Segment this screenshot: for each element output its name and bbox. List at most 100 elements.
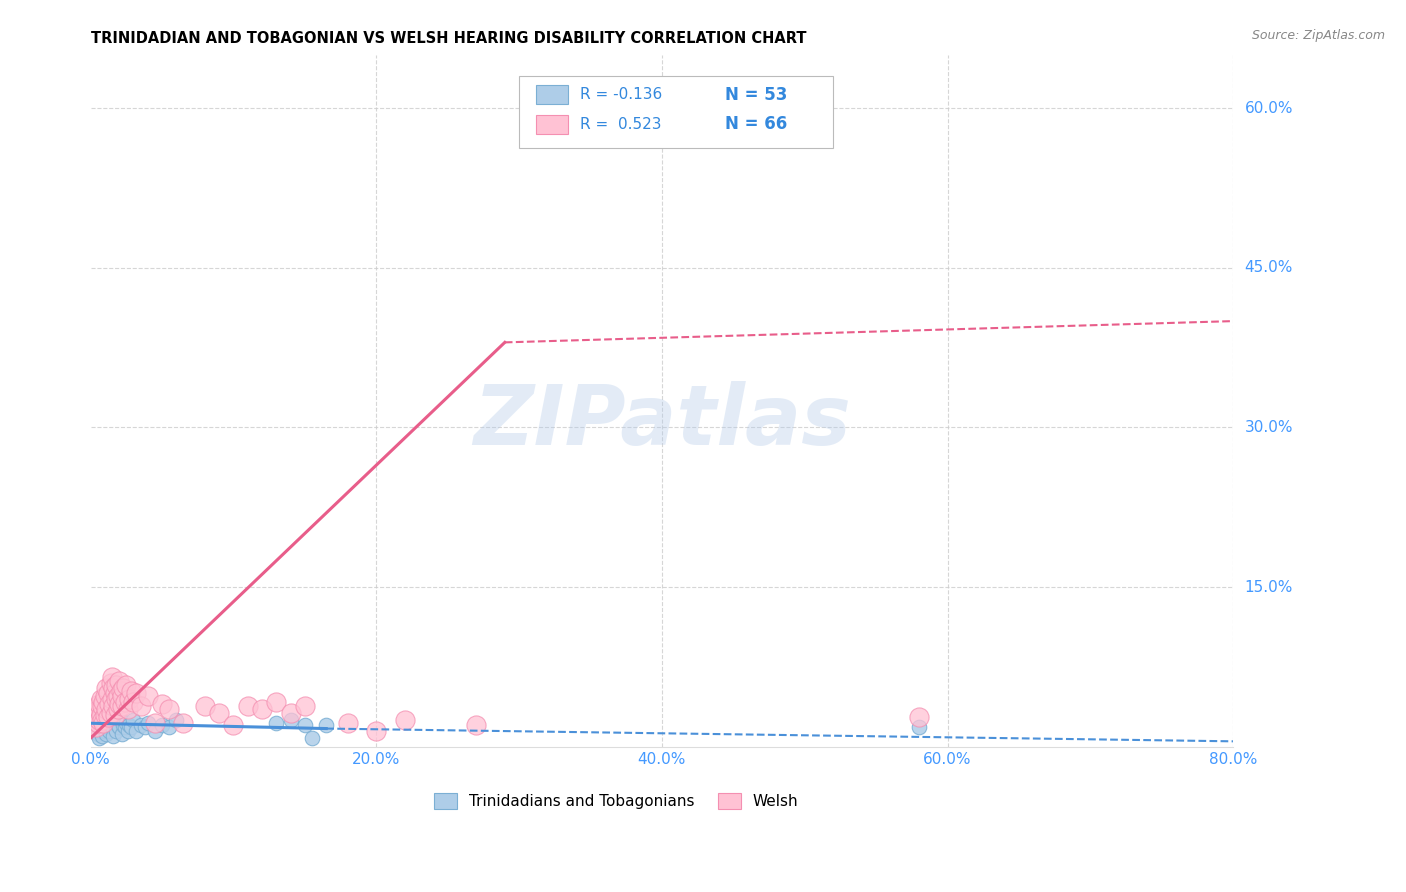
Text: 45.0%: 45.0% — [1244, 260, 1294, 276]
Point — [98, 723, 121, 738]
Point — [108, 697, 131, 711]
Bar — [536, 85, 568, 104]
Point — [96, 727, 118, 741]
Point — [91, 699, 114, 714]
Point — [165, 713, 187, 727]
Point — [83, 713, 105, 727]
Point — [157, 702, 180, 716]
Point — [103, 699, 125, 714]
Point — [83, 713, 105, 727]
Point — [111, 727, 134, 741]
Point — [366, 723, 388, 738]
Point — [104, 707, 127, 722]
Point — [87, 718, 110, 732]
Point — [105, 691, 128, 706]
Point — [103, 681, 125, 695]
Point — [101, 671, 124, 685]
Point — [94, 713, 117, 727]
Point — [108, 721, 131, 735]
Point — [86, 721, 108, 735]
Point — [87, 727, 110, 741]
Point — [89, 731, 111, 746]
Point — [86, 710, 108, 724]
Point — [236, 699, 259, 714]
Point — [107, 702, 129, 716]
Text: N = 53: N = 53 — [724, 86, 787, 103]
Point — [97, 686, 120, 700]
Point — [111, 689, 134, 703]
Point — [117, 723, 139, 738]
Text: 60.0%: 60.0% — [1244, 101, 1294, 116]
Point — [294, 718, 316, 732]
Point — [465, 718, 488, 732]
Point — [89, 713, 111, 727]
Point — [107, 689, 129, 703]
Point — [122, 713, 145, 727]
Point — [94, 707, 117, 722]
Point — [136, 716, 159, 731]
Point — [194, 699, 217, 714]
Point — [294, 699, 316, 714]
Point — [86, 723, 108, 738]
Point — [222, 718, 245, 732]
Point — [266, 695, 288, 709]
Point — [114, 721, 136, 735]
Point — [115, 716, 138, 731]
Point — [103, 729, 125, 743]
Point — [91, 713, 114, 727]
Point — [96, 702, 118, 716]
Point — [125, 686, 148, 700]
Text: 30.0%: 30.0% — [1244, 420, 1294, 435]
Point — [112, 681, 135, 695]
Text: 15.0%: 15.0% — [1244, 580, 1294, 595]
Text: TRINIDADIAN AND TOBAGONIAN VS WELSH HEARING DISABILITY CORRELATION CHART: TRINIDADIAN AND TOBAGONIAN VS WELSH HEAR… — [91, 31, 807, 46]
Point — [157, 721, 180, 735]
Point — [86, 710, 108, 724]
Point — [96, 718, 118, 732]
Text: ZIPatlas: ZIPatlas — [472, 381, 851, 462]
Point — [82, 716, 104, 731]
Point — [150, 697, 173, 711]
Point — [101, 713, 124, 727]
Point — [117, 702, 139, 716]
Point — [101, 691, 124, 706]
Point — [150, 718, 173, 732]
Point — [87, 702, 110, 716]
Point — [908, 721, 931, 735]
Point — [90, 691, 112, 706]
Point — [112, 718, 135, 732]
Point — [315, 718, 337, 732]
Point — [120, 684, 142, 698]
Point — [143, 723, 166, 738]
Point — [97, 721, 120, 735]
Point — [108, 673, 131, 688]
Point — [104, 686, 127, 700]
Point — [280, 706, 302, 720]
Point — [91, 729, 114, 743]
Point — [98, 697, 121, 711]
Bar — [536, 114, 568, 134]
Point — [908, 710, 931, 724]
Point — [301, 731, 323, 746]
Point — [97, 710, 120, 724]
Point — [82, 718, 104, 732]
Point — [107, 718, 129, 732]
Legend: Trinidadians and Tobagonians, Welsh: Trinidadians and Tobagonians, Welsh — [427, 787, 804, 815]
Point — [98, 716, 121, 731]
Point — [90, 723, 112, 738]
Point — [280, 713, 302, 727]
Point — [93, 716, 115, 731]
Text: N = 66: N = 66 — [724, 115, 787, 133]
Point — [104, 716, 127, 731]
Point — [129, 718, 152, 732]
Point — [96, 681, 118, 695]
Point — [87, 716, 110, 731]
Point — [105, 678, 128, 692]
Point — [89, 721, 111, 735]
Point — [266, 716, 288, 731]
Point — [91, 713, 114, 727]
Point — [136, 689, 159, 703]
Point — [172, 716, 194, 731]
Point — [120, 721, 142, 735]
Point — [105, 723, 128, 738]
